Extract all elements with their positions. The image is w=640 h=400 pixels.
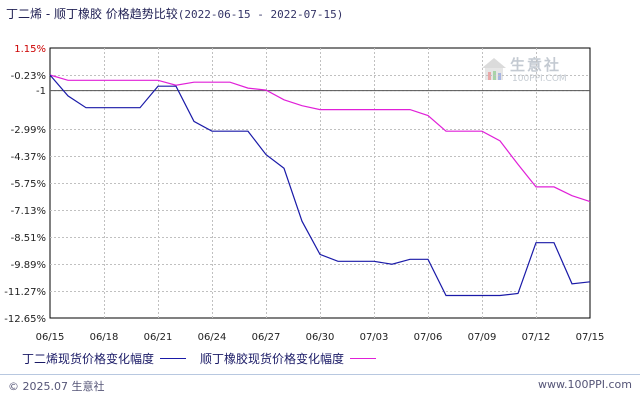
- x-tick-label: 07/12: [522, 332, 551, 343]
- y-tick-label: -5.75%: [11, 179, 46, 190]
- x-tick-label: 06/30: [306, 332, 335, 343]
- y-tick-label: -11.27%: [4, 287, 46, 298]
- footer: © 2025.07 生意社 www.100PPI.com: [8, 378, 632, 394]
- legend-label-series-2: 顺丁橡胶现货价格变化幅度: [200, 352, 345, 366]
- y-tick-label: -4.37%: [11, 152, 46, 163]
- legend-swatch-series-1: [160, 358, 187, 359]
- x-tick-label: 07/09: [468, 332, 497, 343]
- x-tick-label: 06/24: [198, 332, 227, 343]
- x-tick-label: 06/18: [90, 332, 119, 343]
- legend-swatch-series-2: [350, 358, 377, 359]
- legend: 丁二烯现货价格变化幅度 顺丁橡胶现货价格变化幅度: [22, 350, 390, 367]
- chart-title: 丁二烯 - 顺丁橡胶 价格趋势比较(2022-06-15 - 2022-07-1…: [6, 5, 343, 22]
- y-tick-label: -0.23%: [11, 71, 46, 82]
- x-tick-label: 06/15: [36, 332, 65, 343]
- footer-divider: [0, 374, 640, 375]
- chart-title-range: (2022-06-15 - 2022-07-15): [177, 8, 344, 21]
- watermark-subtext: 100PPI.COM: [512, 74, 567, 84]
- series-line-1: [49, 74, 591, 297]
- footer-website-link[interactable]: www.100PPI.com: [538, 378, 632, 391]
- chart-title-main: 丁二烯 - 顺丁橡胶 价格趋势比较: [6, 7, 178, 21]
- x-tick-label: 07/03: [360, 332, 389, 343]
- y-tick-label: -8.51%: [11, 233, 46, 244]
- footer-copyright: © 2025.07 生意社: [8, 380, 105, 393]
- y-tick-label: -12.65%: [4, 314, 46, 325]
- watermark-text: 生意社: [510, 56, 562, 74]
- x-tick-label: 07/06: [414, 332, 443, 343]
- watermark: 生意社 100PPI.COM: [480, 54, 576, 94]
- series-line-2: [49, 74, 591, 203]
- y-tick-label: -9.89%: [11, 260, 46, 271]
- x-tick-label: 06/27: [252, 332, 281, 343]
- legend-label-series-1: 丁二烯现货价格变化幅度: [22, 352, 155, 366]
- x-tick-label: 07/15: [576, 332, 605, 343]
- y-tick-label: -7.13%: [11, 206, 46, 217]
- x-tick-label: 06/21: [144, 332, 173, 343]
- y-tick-label: 1.15%: [14, 44, 46, 55]
- y-tick-label: -1: [36, 86, 46, 97]
- y-tick-label: -2.99%: [11, 125, 46, 136]
